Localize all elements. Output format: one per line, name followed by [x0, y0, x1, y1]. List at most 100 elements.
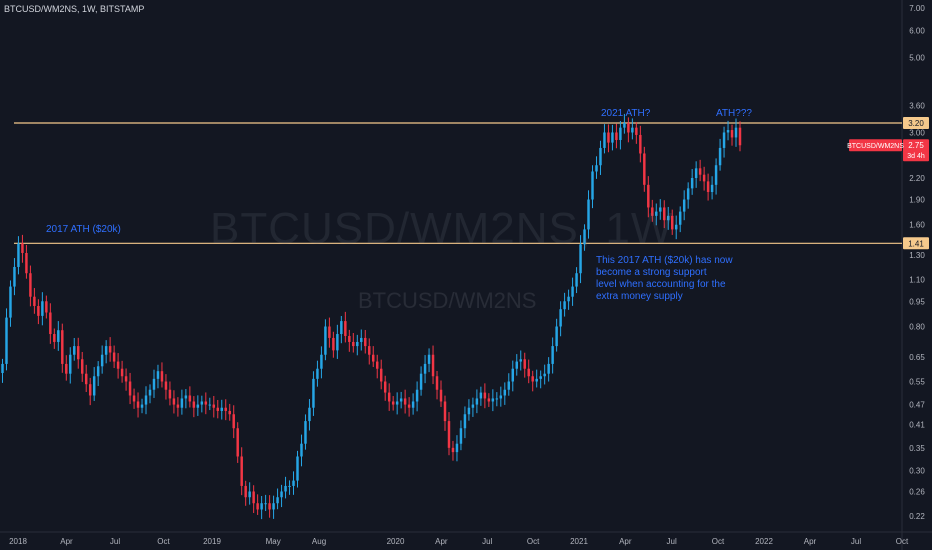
candle-body — [531, 376, 534, 382]
candle-body — [643, 153, 646, 185]
candle-body — [607, 132, 610, 143]
candle-body — [196, 404, 200, 408]
y-tick-label: 0.95 — [909, 297, 925, 306]
candle-body — [208, 404, 212, 406]
candle-body — [53, 334, 56, 342]
candle-body — [551, 346, 554, 364]
candle-body — [212, 404, 216, 408]
candle-body — [611, 132, 614, 143]
symbol-title[interactable]: BTCUSD/WM2NS, 1W, BITSTAMP — [4, 4, 145, 14]
candle-body — [57, 330, 60, 342]
candle-body — [698, 168, 702, 175]
annotation-support-note[interactable]: This 2017 ATH ($20k) has now become a st… — [596, 255, 733, 302]
candle-body — [710, 184, 714, 192]
candle-body — [738, 127, 742, 146]
y-tick-label: 1.60 — [909, 221, 925, 230]
candle-body — [288, 485, 291, 487]
candle-body — [599, 147, 602, 166]
y-tick-label: 0.26 — [909, 487, 925, 496]
candle-body — [272, 503, 275, 510]
candle-body — [678, 211, 682, 225]
candle-body — [120, 368, 124, 377]
y-tick-label: 0.47 — [909, 401, 925, 410]
candle-body — [172, 398, 176, 405]
candle-body — [471, 404, 475, 408]
candle-body — [252, 491, 255, 504]
candle-body — [356, 341, 359, 347]
candle-series — [1, 113, 742, 520]
candle-body — [718, 147, 722, 166]
candle-body — [455, 443, 459, 453]
candle-body — [419, 373, 423, 390]
x-tick-label: Oct — [896, 537, 909, 546]
candle-body — [300, 443, 303, 457]
time-axis[interactable]: 2018 Apr Jul Oct 2019 May Aug 2020 Apr Jul Oct 2021… — [9, 537, 909, 546]
last-price-countdown: 3d 4h — [907, 153, 925, 160]
candle-body — [1, 363, 4, 373]
candle-body — [344, 321, 347, 336]
candle-body — [714, 165, 718, 185]
candle-body — [156, 371, 160, 379]
candle-body — [328, 326, 331, 338]
candle-body — [670, 215, 674, 230]
candle-body — [555, 326, 558, 347]
candle-body — [216, 407, 220, 411]
candle-body — [527, 368, 530, 377]
x-tick-label: Jul — [482, 537, 492, 546]
candle-body — [164, 381, 168, 390]
x-tick-label: 2019 — [203, 537, 221, 546]
x-tick-label: May — [266, 537, 281, 546]
candle-body — [260, 503, 263, 510]
candle-body — [268, 503, 271, 510]
candle-body — [519, 359, 522, 362]
candle-body — [132, 395, 136, 402]
candle-body — [483, 392, 487, 399]
candle-body — [563, 301, 566, 310]
y-tick-label: 5.00 — [909, 53, 925, 62]
level-price-tag — [903, 117, 929, 129]
candle-body — [100, 354, 104, 367]
candle-body — [706, 181, 710, 192]
candle-body — [320, 354, 323, 369]
annotation-2021-ath[interactable]: 2021 ATH? — [601, 108, 651, 119]
candle-body — [284, 485, 287, 492]
candle-body — [627, 123, 630, 133]
annotation-new-ath[interactable]: ATH??? — [716, 108, 752, 119]
candle-body — [77, 346, 80, 360]
candle-body — [499, 395, 503, 399]
x-tick-label: Oct — [157, 537, 170, 546]
level-price-tag — [903, 237, 929, 250]
candle-body — [336, 334, 339, 351]
candle-body — [690, 178, 694, 189]
candle-body — [228, 410, 231, 415]
candle-body — [726, 130, 730, 133]
x-tick-label: Apr — [804, 537, 817, 546]
candle-body — [583, 229, 586, 245]
level-price-tag-label: 1.41 — [908, 239, 924, 248]
candle-body — [619, 127, 622, 141]
candle-body — [379, 368, 383, 382]
y-tick-label: 3.00 — [909, 128, 925, 137]
candle-body — [427, 354, 431, 364]
candle-body — [248, 491, 251, 498]
candle-body — [387, 392, 391, 402]
candle-body — [236, 428, 239, 457]
candle-body — [459, 428, 463, 444]
candle-body — [603, 132, 606, 148]
candle-body — [152, 378, 156, 390]
candle-body — [176, 404, 180, 408]
candle-body — [447, 421, 451, 448]
candle-body — [224, 407, 227, 411]
candle-body — [539, 376, 542, 379]
y-tick-label: 7.00 — [909, 4, 925, 13]
candle-body — [391, 401, 395, 405]
candle-body — [21, 243, 24, 253]
candle-body — [535, 378, 538, 382]
candle-body — [88, 384, 92, 396]
candle-body — [61, 330, 64, 364]
price-axis[interactable]: 0.22 0.26 0.30 0.35 0.41 0.47 0.55 0.65 0.80 0.95… — [909, 4, 925, 521]
candle-body — [651, 207, 654, 216]
annotation-2017-ath[interactable]: 2017 ATH ($20k) — [46, 224, 121, 235]
